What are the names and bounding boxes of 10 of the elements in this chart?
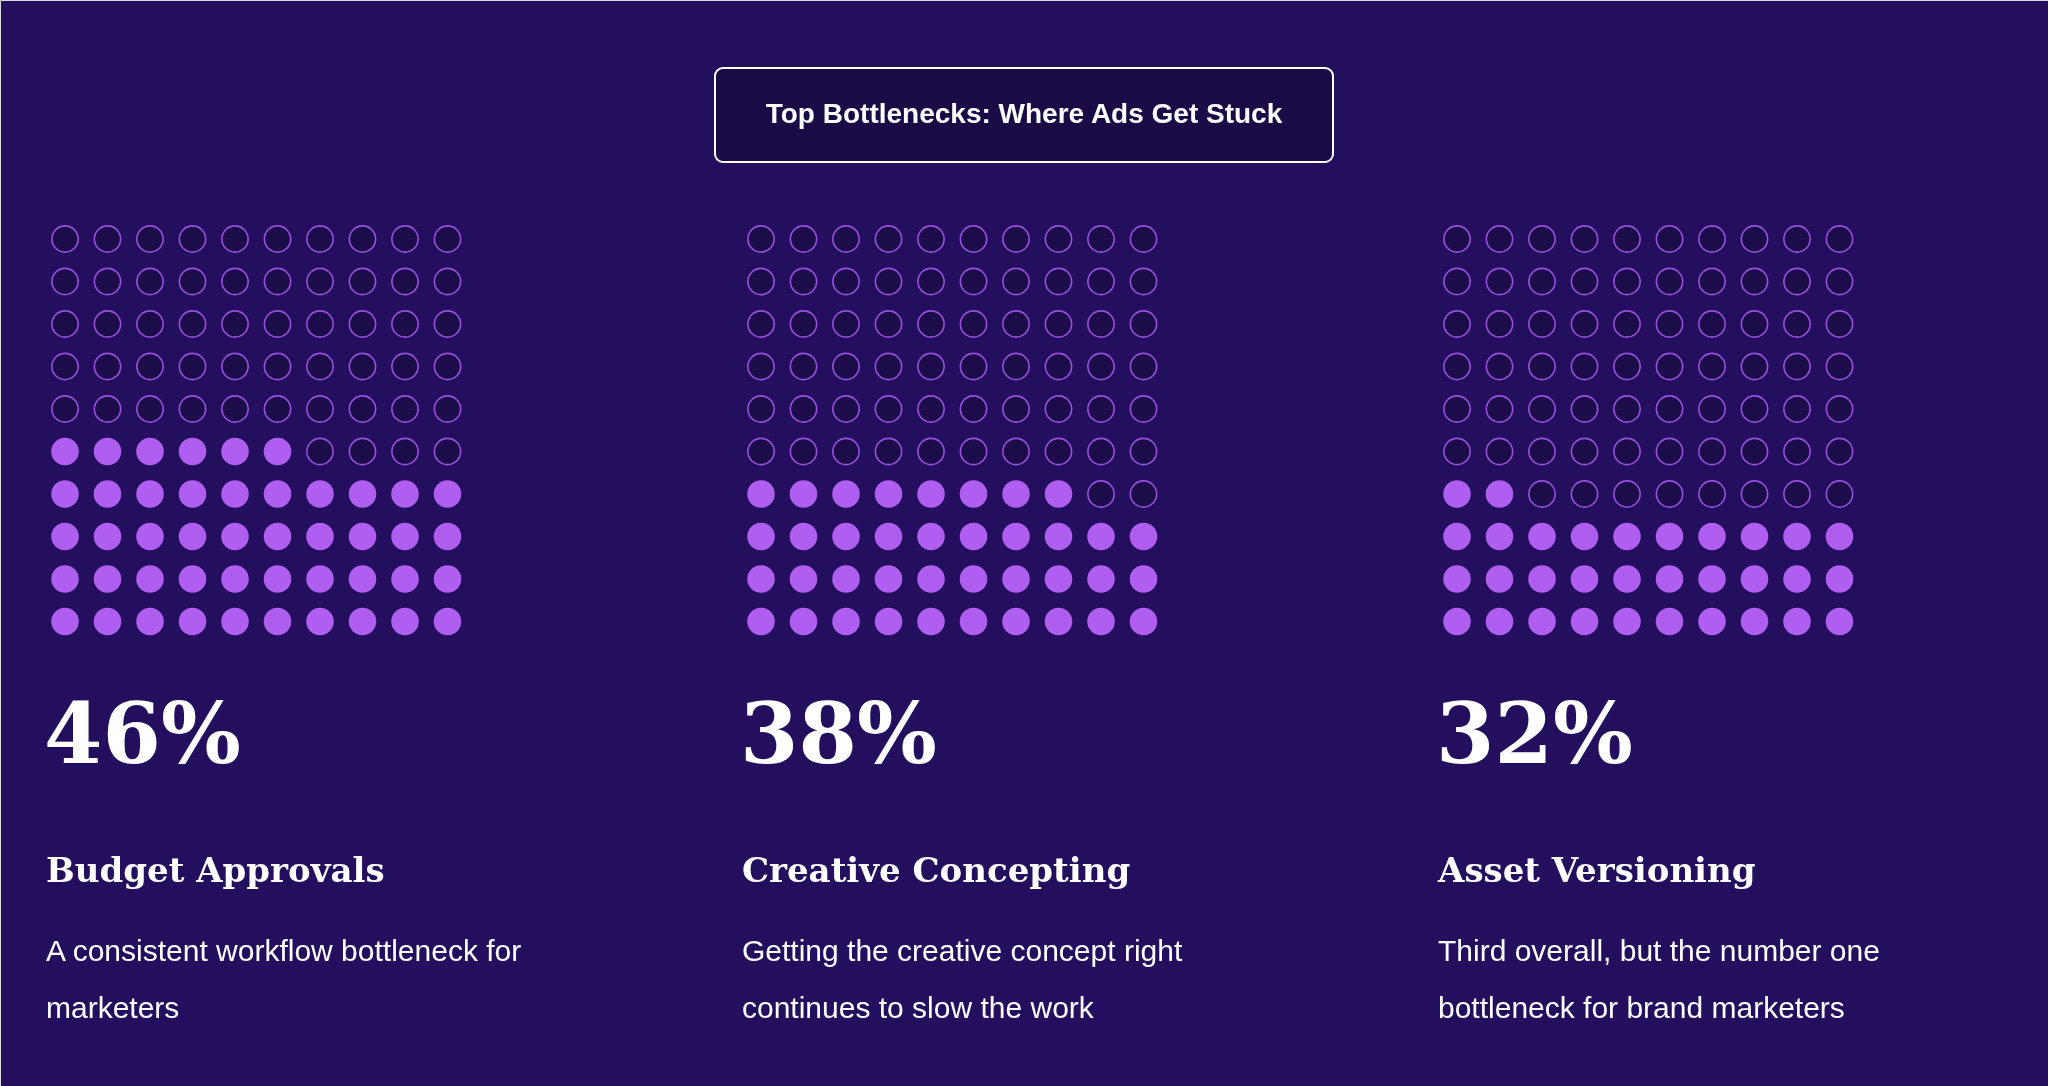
- text: Third overall, but the number one bottleneck for brand marketers: [1438, 934, 1880, 1024]
- data-label: 46%: [44, 684, 241, 783]
- text: Getting the creative concept right continues to slow the work: [742, 934, 1183, 1024]
- category-label: Budget Approvals: [46, 850, 385, 890]
- data-label: 32%: [1436, 684, 1633, 783]
- category-label: Creative Concepting: [742, 850, 1131, 890]
- text: A consistent workflow bottleneck for marketers: [46, 934, 522, 1024]
- category-label: Asset Versioning: [1437, 850, 1756, 890]
- text: Top Bottlenecks: Where Ads Get Stuck: [765, 98, 1283, 129]
- data-label: 38%: [740, 684, 937, 783]
